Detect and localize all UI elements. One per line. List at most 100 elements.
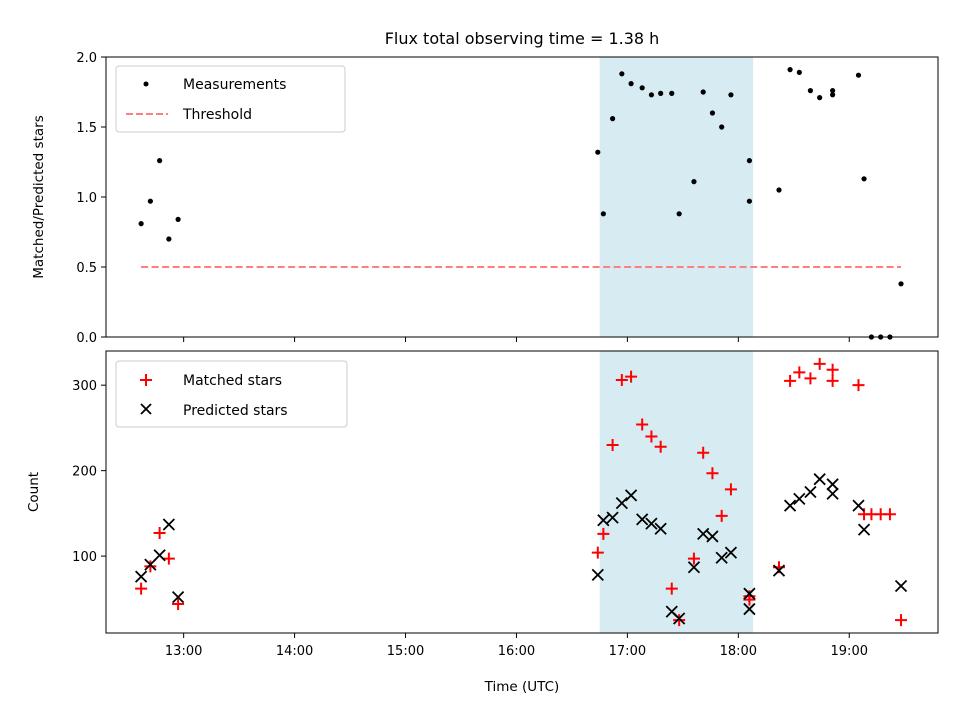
measurements-point — [147, 198, 153, 204]
matched-stars-point — [153, 527, 166, 540]
measurements-point — [669, 90, 675, 96]
matched-stars-point — [793, 366, 806, 379]
bottom-legend: Matched stars Predicted stars — [115, 360, 348, 428]
measurements-point — [796, 69, 802, 75]
measurements-point — [746, 158, 753, 164]
predicted-stars-point — [673, 612, 686, 625]
predicted-stars-point — [591, 568, 604, 582]
measurements-point — [807, 88, 814, 94]
matched-stars-point — [162, 552, 175, 565]
top-shaded-interval — [599, 57, 754, 337]
matched-stars-point — [826, 363, 839, 376]
predicted-stars-point — [826, 487, 839, 500]
predicted-stars-point — [793, 492, 806, 505]
matched-stars-point — [615, 374, 628, 387]
predicted-stars-point — [826, 478, 839, 491]
x-tick-label: 13:00 — [165, 644, 202, 659]
measurements-point — [639, 85, 645, 91]
matched-stars-point — [636, 418, 649, 431]
legend-matched-label: Matched stars — [183, 373, 282, 389]
matched-stars-point — [172, 597, 185, 610]
top-y-tick-label: 0.0 — [76, 331, 97, 346]
measurements-point — [855, 72, 862, 78]
matched-stars-point — [687, 552, 700, 565]
bottom-legend-box — [115, 360, 348, 428]
matched-stars-point — [144, 560, 157, 573]
matched-stars-point — [852, 379, 865, 392]
matched-stars-point — [673, 614, 686, 627]
measurements-point — [628, 81, 634, 87]
matched-stars-point — [784, 374, 797, 387]
x-tick-label: 14:00 — [276, 644, 313, 659]
matched-stars-point — [606, 439, 619, 451]
x-tick-label: 19:00 — [831, 644, 868, 659]
predicted-stars-point — [153, 549, 166, 562]
matched-stars-point — [697, 446, 710, 459]
predicted-stars-point — [772, 564, 786, 577]
matched-stars-point — [724, 483, 737, 496]
x-tick-label: 16:00 — [498, 644, 535, 659]
measurements-point — [619, 71, 625, 77]
legend-matched-marker — [140, 374, 152, 386]
predicted-stars-point — [715, 551, 728, 564]
measurements-point — [676, 211, 682, 217]
chart-title: Flux total observing time = 1.38 h — [385, 29, 660, 48]
predicted-stars-point — [615, 496, 628, 510]
predicted-stars-point — [624, 489, 638, 502]
matched-stars-point — [743, 593, 756, 606]
legend-measurements-label: Measurements — [183, 77, 286, 93]
measurements-point — [138, 221, 144, 227]
measurements-point — [746, 198, 753, 204]
bottom-y-tick-label: 100 — [72, 550, 97, 565]
measurements-point — [166, 236, 172, 242]
predicted-stars-point — [743, 602, 756, 616]
predicted-stars-point — [645, 517, 658, 530]
legend-measurements-marker — [143, 81, 149, 87]
measurements-point — [861, 176, 867, 182]
measurements-point — [787, 67, 793, 73]
matched-stars-point — [625, 370, 638, 383]
x-tick-label: 15:00 — [387, 644, 424, 659]
predicted-stars-point — [144, 558, 157, 571]
predicted-stars-point — [852, 499, 865, 512]
x-tick-label: 18:00 — [720, 644, 757, 659]
predicted-stars-point — [894, 579, 908, 593]
bottom-axes-frame — [105, 350, 939, 634]
predicted-stars-point — [687, 561, 701, 574]
x-axis-label: Time (UTC) — [484, 679, 560, 695]
measurements-point — [609, 116, 616, 122]
top-panel: 0.0 0.5 1.0 1.5 2.0 — [76, 51, 939, 346]
predicted-stars-point — [804, 485, 817, 499]
matched-stars-point — [804, 372, 817, 385]
matched-stars-point — [591, 546, 604, 559]
bottom-panel: 100 200 300 13:00 14:00 15:00 16:00 17:00 18:00 1… — [72, 350, 939, 659]
measurements-point — [648, 92, 655, 98]
top-y-tick-label: 0.5 — [76, 261, 97, 276]
matched-stars-point — [597, 527, 610, 540]
top-y-axis-label: Matched/Predicted stars — [31, 115, 47, 278]
top-legend-box — [115, 65, 346, 133]
predicted-stars-point — [597, 514, 610, 527]
bottom-y-tick-label: 200 — [72, 465, 97, 480]
x-tick-label: 17:00 — [609, 644, 646, 659]
top-y-tick-label: 2.0 — [76, 51, 97, 66]
predicted-stars-point — [654, 522, 667, 535]
measurements-point — [595, 149, 601, 155]
measurements-point — [700, 89, 706, 95]
measurements-point — [658, 90, 664, 96]
top-y-tick-label: 1.5 — [76, 121, 97, 136]
legend-predicted-marker — [140, 403, 152, 415]
measurements-point — [709, 110, 716, 116]
top-y-tick-label: 1.0 — [76, 191, 97, 206]
measurements-point — [719, 124, 725, 130]
legend-predicted-label: Predicted stars — [183, 403, 288, 419]
bottom-shaded-interval — [599, 351, 754, 633]
predicted-stars-point — [813, 473, 826, 486]
predicted-stars-point — [162, 518, 175, 531]
top-legend: Measurements Threshold — [115, 65, 346, 133]
matched-stars-point — [645, 430, 658, 443]
matched-stars-point — [665, 582, 678, 595]
bottom-y-tick-label: 300 — [72, 379, 97, 394]
measurements-point — [830, 92, 836, 98]
